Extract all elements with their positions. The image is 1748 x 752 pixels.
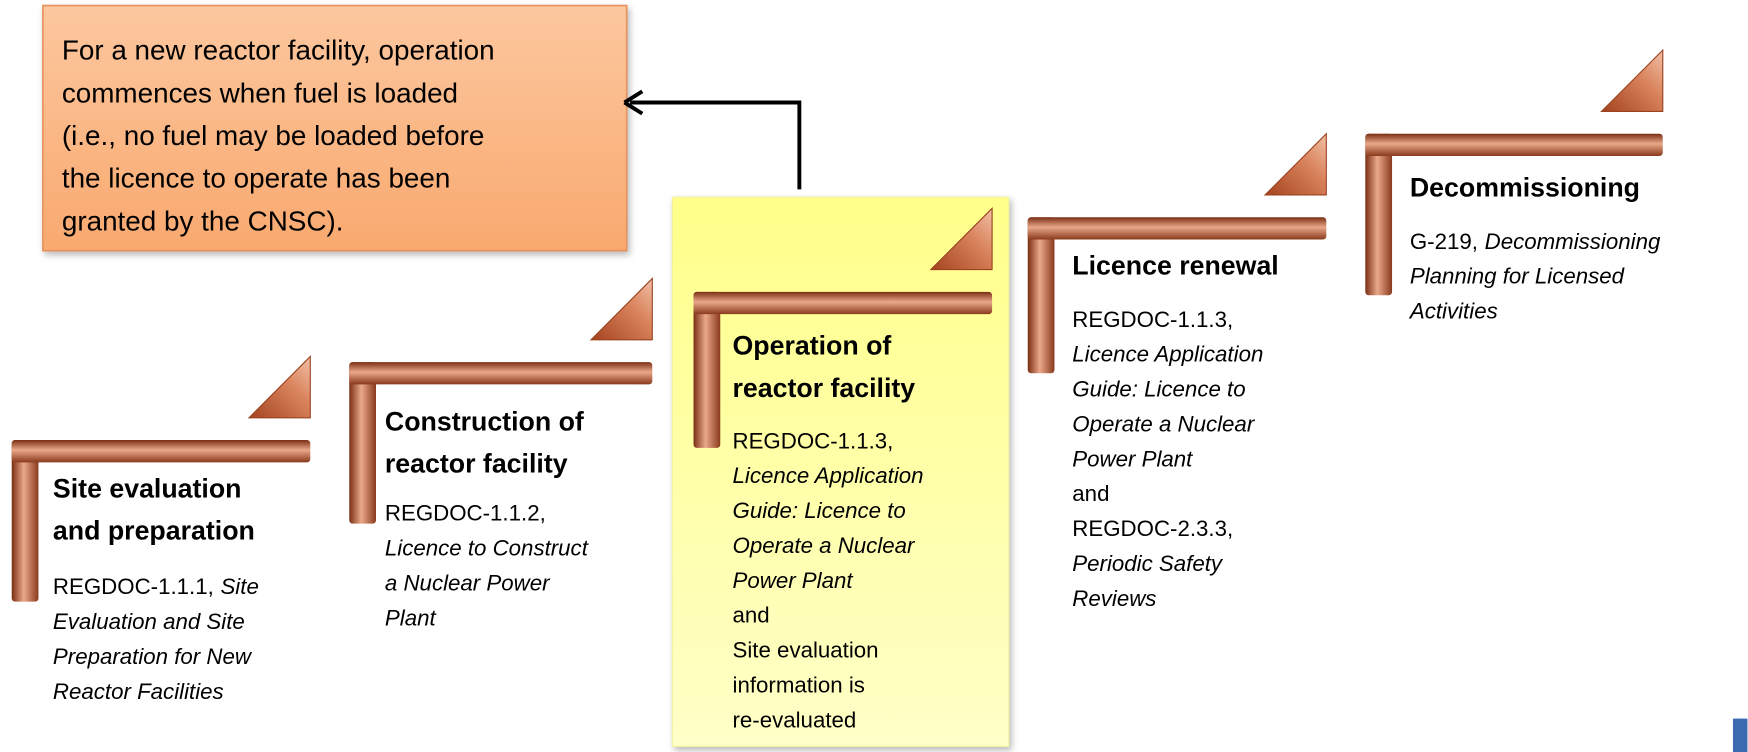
step-title: and preparation — [53, 516, 255, 546]
callout-box — [42, 4, 628, 252]
step-triangle — [1600, 48, 1664, 112]
step-body-line: Operate a Nuclear — [1072, 411, 1256, 436]
bracket-horizontal — [1365, 133, 1663, 156]
step-title: Licence renewal — [1072, 250, 1278, 280]
step-title: Decommissioning — [1410, 172, 1640, 202]
document-title: Plant — [385, 605, 437, 630]
callout-text: (i.e., no fuel may be loaded before — [62, 120, 485, 151]
step-title: Site evaluation — [53, 473, 242, 503]
document-title: Evaluation and Site — [53, 609, 245, 634]
callout-text: commences when fuel is loaded — [62, 77, 458, 108]
bracket-vertical — [1365, 133, 1393, 296]
document-code: information is — [733, 672, 865, 697]
document-title: Power Plant — [733, 568, 854, 593]
step-body-line: Power Plant — [1072, 446, 1193, 471]
document-code: re-evaluated — [733, 707, 857, 732]
document-title: Licence Application — [1072, 342, 1263, 367]
step-body-line: REGDOC-2.3.3, — [1072, 516, 1233, 541]
step-body-line: Planning for Licensed — [1410, 264, 1625, 289]
arrow-head — [623, 89, 644, 116]
document-title: Reactor Facilities — [53, 679, 224, 704]
step-body-line: REGDOC-1.1.3, — [733, 428, 894, 453]
step-body-line: Licence Application — [1072, 342, 1263, 367]
bracket-horizontal — [11, 440, 311, 463]
document-code: REGDOC-1.1.2, — [385, 501, 546, 526]
step-triangle — [929, 206, 993, 271]
highlight-box — [671, 196, 1010, 747]
step-body-line: REGDOC-1.1.2, — [385, 501, 546, 526]
step-body-line: and — [733, 603, 770, 628]
step-body-line: REGDOC-1.1.1, Site — [53, 574, 259, 599]
bracket-vertical — [349, 362, 377, 524]
bracket-horizontal — [693, 291, 993, 315]
document-code: G-219, — [1410, 229, 1478, 254]
document-code: and — [1072, 481, 1109, 506]
step-body-line: Power Plant — [733, 568, 854, 593]
step-body-line: G-219, Decommissioning — [1410, 229, 1661, 254]
step-body-line: Preparation for New — [53, 644, 253, 669]
callout-text: the licence to operate has been — [62, 163, 451, 194]
step-body-line: Activities — [1408, 298, 1498, 323]
document-title: Site — [220, 574, 258, 599]
document-title: Activities — [1408, 298, 1498, 323]
step-triangle — [589, 277, 653, 341]
bracket-vertical — [693, 291, 721, 448]
step-body-line: re-evaluated — [733, 707, 857, 732]
document-title: Operate a Nuclear — [1072, 411, 1256, 436]
callout-text: granted by the CNSC). — [62, 205, 344, 236]
step-body-line: Guide: Licence to — [733, 498, 906, 523]
document-code: Site evaluation — [733, 637, 879, 662]
step-body-line: Plant — [385, 605, 437, 630]
step-title: Operation of — [733, 331, 892, 361]
document-code: REGDOC-1.1.1, — [53, 574, 214, 599]
bracket-vertical — [11, 440, 39, 602]
document-title: Guide: Licence to — [733, 498, 906, 523]
document-title: Reviews — [1072, 586, 1156, 611]
document-code: and — [733, 603, 770, 628]
step-triangle — [247, 355, 311, 419]
step-body-line: Licence to Construct — [385, 535, 589, 560]
document-title: Preparation for New — [53, 644, 253, 669]
bracket-vertical — [1027, 217, 1055, 374]
document-title: Planning for Licensed — [1410, 264, 1625, 289]
document-title: a Nuclear Power — [385, 570, 551, 595]
document-title: Guide: Licence to — [1072, 376, 1245, 401]
corner-marker — [1732, 718, 1748, 752]
bracket-horizontal — [1027, 217, 1327, 240]
document-title: Licence Application — [733, 463, 924, 488]
step-body-line: Operate a Nuclear — [733, 533, 917, 558]
document-code: REGDOC-1.1.3, — [1072, 307, 1233, 332]
document-title: Periodic Safety — [1072, 551, 1224, 576]
document-title: Power Plant — [1072, 446, 1193, 471]
step-body-line: Reviews — [1072, 586, 1156, 611]
bracket-horizontal — [349, 362, 653, 385]
callout-arrow — [630, 100, 802, 190]
step-triangle — [1263, 132, 1327, 196]
callout-text: For a new reactor facility, operation — [62, 35, 495, 66]
step-body-line: Guide: Licence to — [1072, 376, 1245, 401]
step-title: reactor facility — [385, 449, 568, 479]
step-body-line: Reactor Facilities — [53, 679, 224, 704]
step-body-line: a Nuclear Power — [385, 570, 551, 595]
document-title: Operate a Nuclear — [733, 533, 917, 558]
step-body-line: information is — [733, 672, 865, 697]
step-body-line: and — [1072, 481, 1109, 506]
step-body-line: Licence Application — [733, 463, 924, 488]
document-title: Licence to Construct — [385, 535, 589, 560]
step-body-line: Site evaluation — [733, 637, 879, 662]
document-title: Decommissioning — [1485, 229, 1661, 254]
step-body-line: Periodic Safety — [1072, 551, 1224, 576]
document-code: REGDOC-2.3.3, — [1072, 516, 1233, 541]
step-title: reactor facility — [733, 373, 916, 403]
step-body-line: Evaluation and Site — [53, 609, 245, 634]
step-body-line: REGDOC-1.1.3, — [1072, 307, 1233, 332]
document-code: REGDOC-1.1.3, — [733, 428, 894, 453]
step-title: Construction of — [385, 406, 584, 436]
